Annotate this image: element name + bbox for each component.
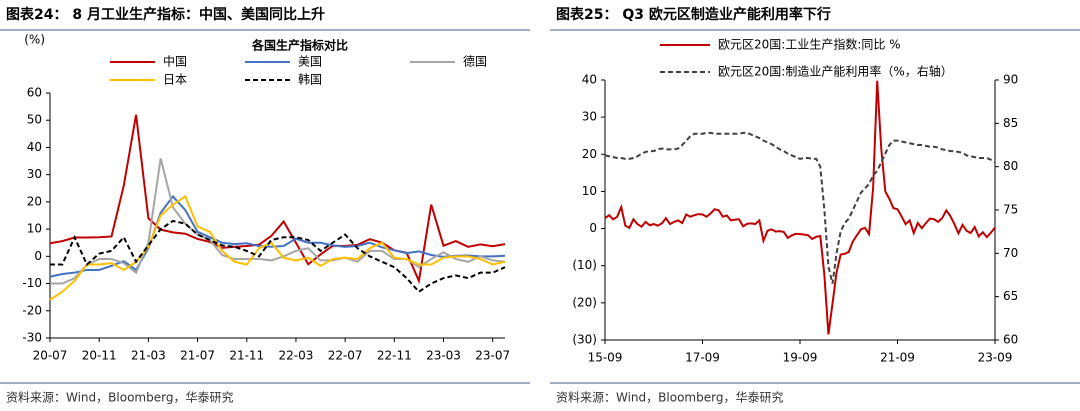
- y-tick-label: (30): [572, 333, 597, 347]
- y-tick-label: (10): [572, 258, 597, 272]
- legend-label: 美国: [298, 55, 322, 69]
- x-tick-label: 21-07: [180, 349, 215, 363]
- y-tick-label: 40: [582, 73, 597, 87]
- y-tick-label: 20: [582, 147, 597, 161]
- y-axis-label: (%): [24, 33, 45, 47]
- legend-label: 德国: [463, 54, 487, 69]
- legend-label: 韩国: [298, 72, 322, 87]
- x-tick-label: 22-07: [328, 349, 363, 363]
- x-tick-label: 22-03: [279, 349, 314, 363]
- y-tick-label: 10: [27, 222, 42, 236]
- series-line: [49, 114, 506, 285]
- y-tick-label: 50: [27, 113, 42, 127]
- legend-label: 中国: [163, 54, 187, 69]
- legend-label: 欧元区20国:工业生产指数:同比 %: [718, 37, 901, 52]
- y2-tick-label: 65: [1003, 289, 1018, 303]
- y-tick-label: -30: [22, 331, 42, 345]
- x-tick-label: 20-07: [33, 349, 68, 363]
- x-tick-label: 22-11: [377, 349, 412, 363]
- y-tick-label: 20: [27, 194, 42, 208]
- chart-title: 图表25： Q3 欧元区制造业产能利用率下行: [556, 6, 831, 23]
- y2-tick-label: 80: [1003, 159, 1018, 173]
- series-line: [50, 219, 506, 294]
- x-tick-label: 17-09: [685, 351, 720, 365]
- legend-title: 各国生产指标对比: [251, 38, 348, 53]
- x-tick-label: 20-11: [82, 349, 117, 363]
- y-tick-label: 10: [582, 184, 597, 198]
- y-tick-label: 30: [27, 167, 42, 181]
- y2-tick-label: 90: [1003, 73, 1018, 87]
- x-tick-label: 23-03: [426, 349, 461, 363]
- series-line: [604, 80, 996, 335]
- source-note: 资料来源：Wind，Bloomberg，华泰研究: [6, 390, 233, 405]
- source-note: 资料来源：Wind，Bloomberg，华泰研究: [556, 390, 783, 405]
- x-tick-label: 21-11: [229, 349, 264, 363]
- legend-label: 欧元区20国:制造业产能利用率（%，右轴）: [718, 64, 953, 79]
- x-tick-label: 23-09: [978, 351, 1013, 365]
- y-tick-label: (20): [572, 295, 597, 309]
- y-tick-label: 40: [27, 140, 42, 154]
- y-tick-label: 60: [27, 86, 42, 100]
- y-tick-label: -10: [22, 276, 42, 290]
- y-tick-label: 0: [589, 221, 597, 235]
- x-tick-label: 21-09: [880, 351, 915, 365]
- chart-title: 图表24： 8 月工业生产指标：中国、美国同比上升: [6, 6, 325, 23]
- legend-label: 日本: [163, 73, 187, 87]
- y-tick-label: 30: [582, 110, 597, 124]
- y2-tick-label: 70: [1003, 246, 1018, 260]
- series-line: [50, 158, 506, 285]
- series-line: [49, 194, 506, 301]
- x-tick-label: 15-09: [588, 351, 623, 365]
- x-tick-label: 21-03: [131, 349, 166, 363]
- y2-tick-label: 85: [1003, 116, 1018, 130]
- y2-tick-label: 75: [1003, 203, 1018, 217]
- series-line: [604, 131, 996, 284]
- y2-tick-label: 60: [1003, 333, 1018, 347]
- y-tick-label: -20: [22, 303, 42, 317]
- x-tick-label: 19-09: [783, 351, 818, 365]
- y-tick-label: 0: [34, 249, 42, 263]
- x-tick-label: 23-07: [475, 349, 510, 363]
- series-line: [49, 194, 506, 278]
